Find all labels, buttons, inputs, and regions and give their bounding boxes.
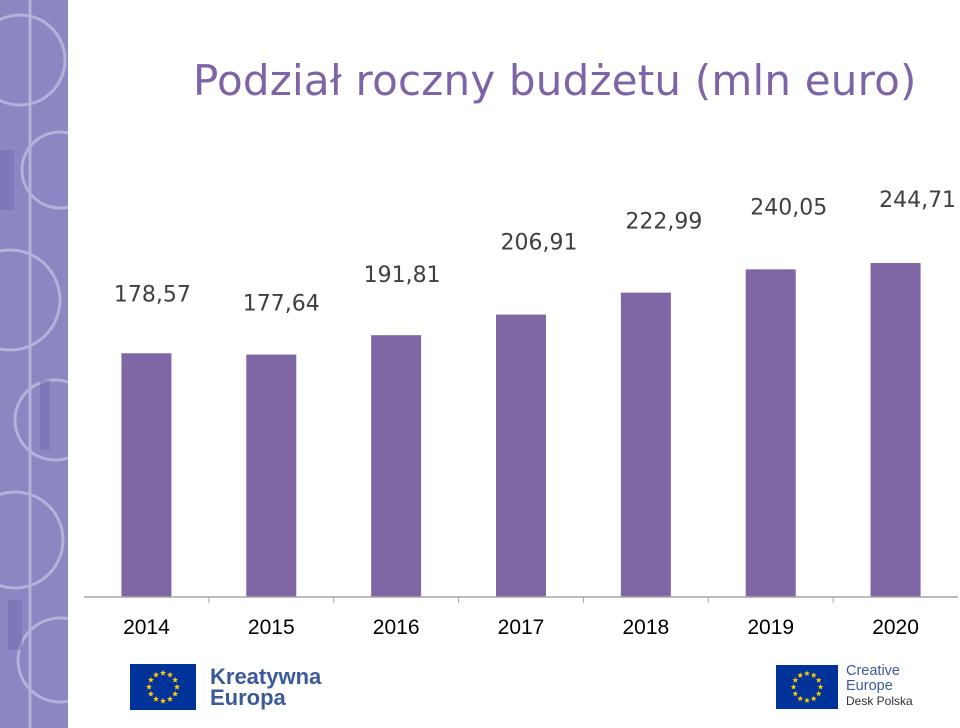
eu-star [797, 671, 804, 678]
eu-star [817, 683, 824, 690]
eu-star [172, 690, 179, 697]
bar-2014 [121, 353, 172, 597]
tick-label-2019: 2019 [747, 616, 794, 639]
eu-flag-icon [776, 664, 838, 709]
eu-star [804, 696, 810, 703]
bar-2017 [496, 314, 546, 597]
logo-line-3: Desk Polska [846, 694, 913, 708]
eu-star [815, 676, 822, 683]
eu-star [152, 671, 160, 678]
tick-label-2018: 2018 [622, 616, 669, 639]
side-decoration-strip [0, 0, 68, 728]
eu-star [159, 669, 167, 676]
bar-2015 [246, 354, 297, 597]
eu-star [810, 671, 817, 678]
eu-star [145, 683, 153, 690]
bar-group [121, 263, 921, 597]
eu-star [147, 676, 154, 683]
logo-line-1: Creative [846, 663, 900, 679]
creative-europe-desk-logo: Creative Europe Desk Polska [776, 664, 913, 709]
eu-star [797, 695, 804, 701]
value-label-2020: 244,71 [879, 188, 956, 213]
slide-title: Podział roczny budżetu (mln euro) [193, 56, 917, 105]
eu-star [172, 676, 179, 683]
kreatywna-europa-text: Kreatywna Europa [210, 664, 322, 710]
logo-line-2: Europe [846, 678, 893, 694]
eu-star [790, 683, 797, 690]
creative-europe-text: Creative Europe Desk Polska [846, 664, 913, 709]
x-axis: 2014 2015 2016 2017 2018 2019 2020 [84, 596, 958, 639]
eu-star [810, 695, 817, 701]
bar-2016 [371, 335, 422, 597]
tick-label-2017: 2017 [498, 616, 545, 639]
tick-label-2016: 2016 [373, 616, 420, 639]
side-decoration-pattern [0, 0, 68, 728]
eu-flag-icon [130, 664, 196, 710]
eu-star [147, 690, 154, 697]
value-label-2018: 222,99 [625, 210, 702, 235]
eu-star [159, 697, 167, 704]
eu-star [815, 690, 822, 696]
tick-label-2014: 2014 [123, 616, 170, 639]
eu-star [804, 669, 810, 676]
value-label-2014: 178,57 [114, 282, 191, 307]
eu-star [166, 695, 174, 702]
eu-star [792, 690, 799, 696]
kreatywna-europa-logo: Kreatywna Europa [130, 664, 321, 710]
logo-line-1: Kreatywna [210, 664, 322, 689]
bar-2018 [620, 292, 671, 597]
eu-star [792, 676, 799, 683]
tick-label-2020: 2020 [872, 616, 919, 639]
logo-line-2: Europa [210, 685, 286, 710]
eu-star [152, 695, 160, 702]
value-label-2015: 177,64 [243, 292, 320, 317]
value-label-2019: 240,05 [750, 195, 827, 220]
value-label-2017: 206,91 [501, 231, 578, 256]
value-label-2016: 191,81 [364, 263, 441, 288]
value-labels: 178,57 177,64 191,81 206,91 222,99 240,05 244,… [114, 188, 956, 317]
eu-star [173, 683, 181, 690]
bar-2019 [745, 269, 796, 597]
bar-2020 [870, 263, 921, 597]
tick-label-2015: 2015 [248, 616, 295, 639]
eu-star [166, 671, 174, 678]
